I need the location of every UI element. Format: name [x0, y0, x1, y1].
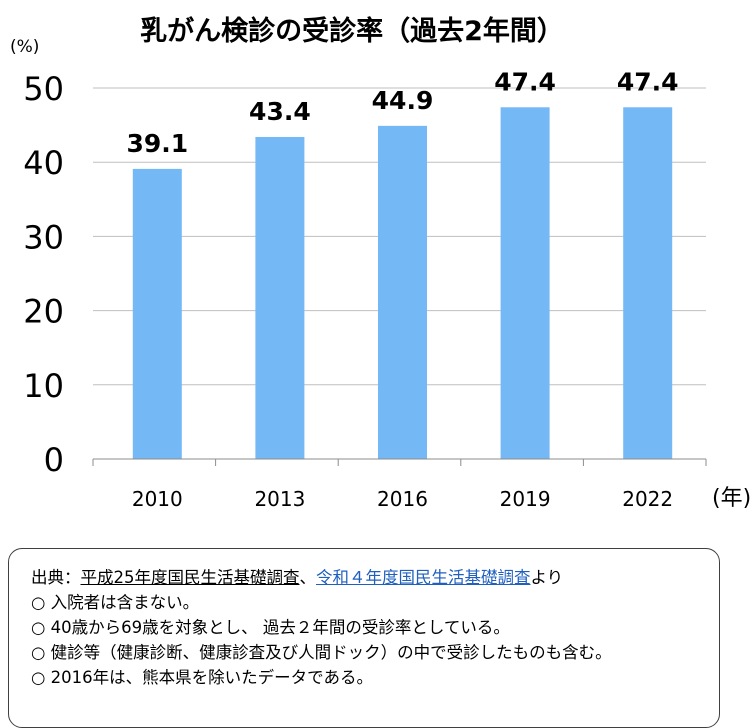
source-prefix: 出典： [31, 568, 81, 587]
data-label: 47.4 [494, 67, 556, 96]
note-item: ○ 2016年は、熊本県を除いたデータである。 [31, 668, 373, 687]
data-label: 43.4 [249, 97, 311, 126]
y-axis-unit: (%) [10, 37, 39, 57]
y-tick-label: 50 [23, 70, 64, 108]
x-tick-label: 2022 [622, 487, 673, 511]
source-line: 出典：平成25年度国民生活基礎調査、令和４年度国民生活基礎調査より [31, 565, 707, 590]
bar [132, 168, 182, 460]
data-label: 39.1 [126, 129, 188, 158]
note-item: ○ 40歳から69歳を対象とし、 過去２年間の受診率としている。 [31, 618, 510, 637]
note-item: ○ 健診等（健康診断、健康診査及び人間ドック）の中で受診したものも含む。 [31, 643, 612, 662]
y-tick-label: 30 [23, 218, 64, 256]
x-tick-labels: 2010 2013 2016 2019 2022 [132, 487, 673, 511]
bar [255, 136, 305, 460]
x-tick-label: 2016 [377, 487, 428, 511]
y-tick-labels: 0 10 20 30 40 50 [23, 70, 64, 479]
notes-box: 出典：平成25年度国民生活基礎調査、令和４年度国民生活基礎調査より ○ 入院者は… [8, 548, 720, 728]
x-axis-unit: (年) [712, 486, 751, 511]
data-label: 44.9 [372, 86, 434, 115]
bars [132, 107, 673, 460]
x-tick-label: 2010 [132, 487, 183, 511]
y-tick-label: 40 [23, 144, 64, 182]
y-tick-label: 10 [23, 367, 64, 405]
y-tick-label: 0 [44, 441, 64, 479]
bar [500, 107, 550, 460]
axes [92, 458, 707, 466]
x-tick-label: 2013 [254, 487, 305, 511]
chart-title: 乳がん検診の受診率（過去2年間） [140, 15, 564, 47]
x-tick-label: 2019 [500, 487, 551, 511]
bar [378, 125, 427, 459]
source-separator: 、 [299, 568, 317, 587]
value-labels: 39.1 43.4 44.9 47.4 47.4 [126, 67, 678, 158]
source-link-r4[interactable]: 令和４年度国民生活基礎調査 [316, 568, 531, 587]
bar [623, 107, 673, 460]
source-link-h25[interactable]: 平成25年度国民生活基礎調査 [80, 568, 300, 587]
data-label: 47.4 [617, 67, 679, 96]
source-suffix: より [530, 568, 564, 587]
y-tick-label: 20 [23, 293, 64, 331]
note-item: ○ 入院者は含まない。 [31, 593, 200, 612]
